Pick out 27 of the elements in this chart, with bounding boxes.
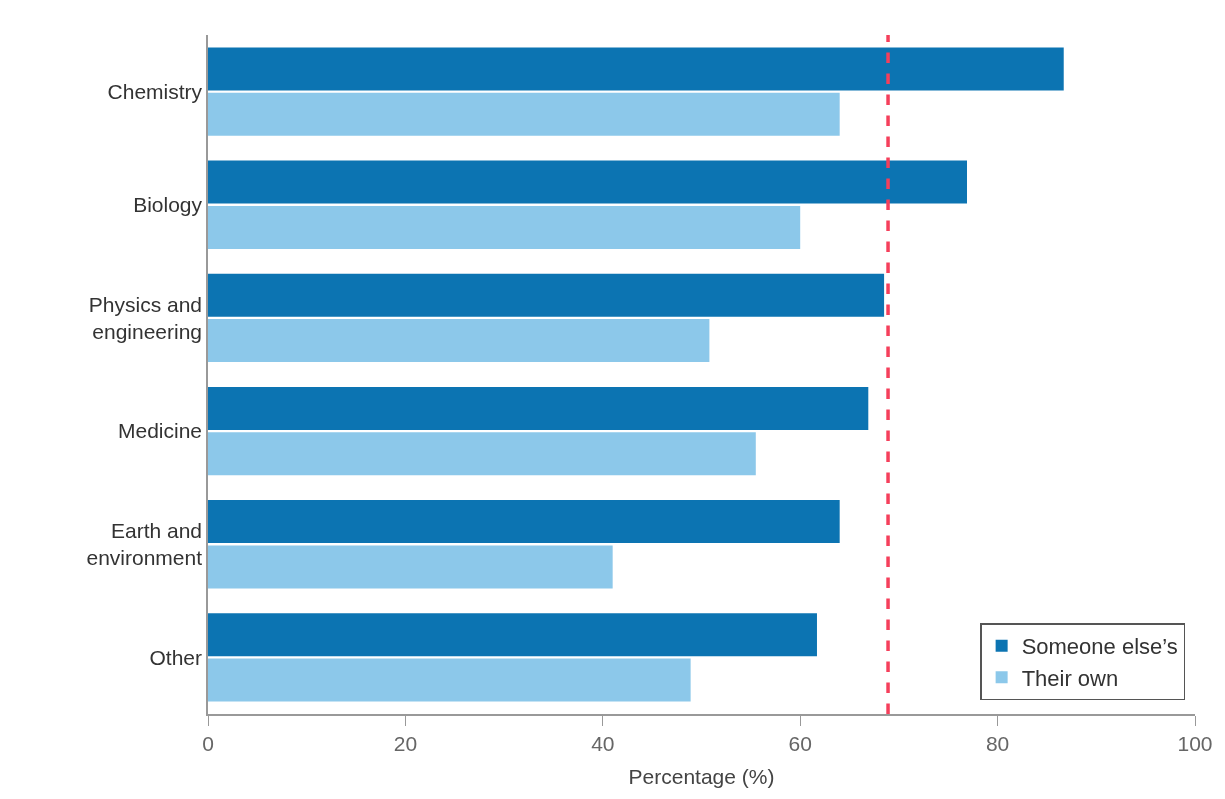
y-tick-label: Biology	[133, 193, 203, 217]
y-tick-label: Chemistry	[107, 79, 203, 103]
y-tick-label: Medicine	[118, 419, 203, 443]
bar	[208, 47, 1064, 91]
bar	[208, 160, 967, 204]
bar	[208, 319, 710, 363]
bar	[208, 613, 817, 657]
bar	[208, 92, 840, 136]
bar	[208, 273, 885, 317]
bar	[208, 545, 613, 589]
y-tick-label: Other	[149, 645, 203, 669]
bar	[208, 205, 801, 249]
legend-label: Their own	[1021, 665, 1119, 691]
x-tick-label: 100	[1177, 731, 1213, 755]
x-axis-title: Percentage (%)	[628, 764, 775, 788]
y-tick-label: Physics and engineering	[88, 292, 203, 343]
y-tick-label: Earth and environment	[86, 518, 203, 570]
bar	[208, 386, 869, 430]
bar	[208, 658, 691, 702]
x-tick-label: 40	[591, 731, 615, 755]
legend-label: Someone else’s	[1021, 634, 1178, 660]
x-tick-label: 60	[788, 731, 812, 755]
bar	[208, 432, 756, 476]
bar	[208, 500, 840, 544]
x-tick-label: 20	[393, 731, 418, 755]
x-tick-label: 0	[202, 731, 214, 755]
x-tick-label: 80	[985, 731, 1010, 755]
